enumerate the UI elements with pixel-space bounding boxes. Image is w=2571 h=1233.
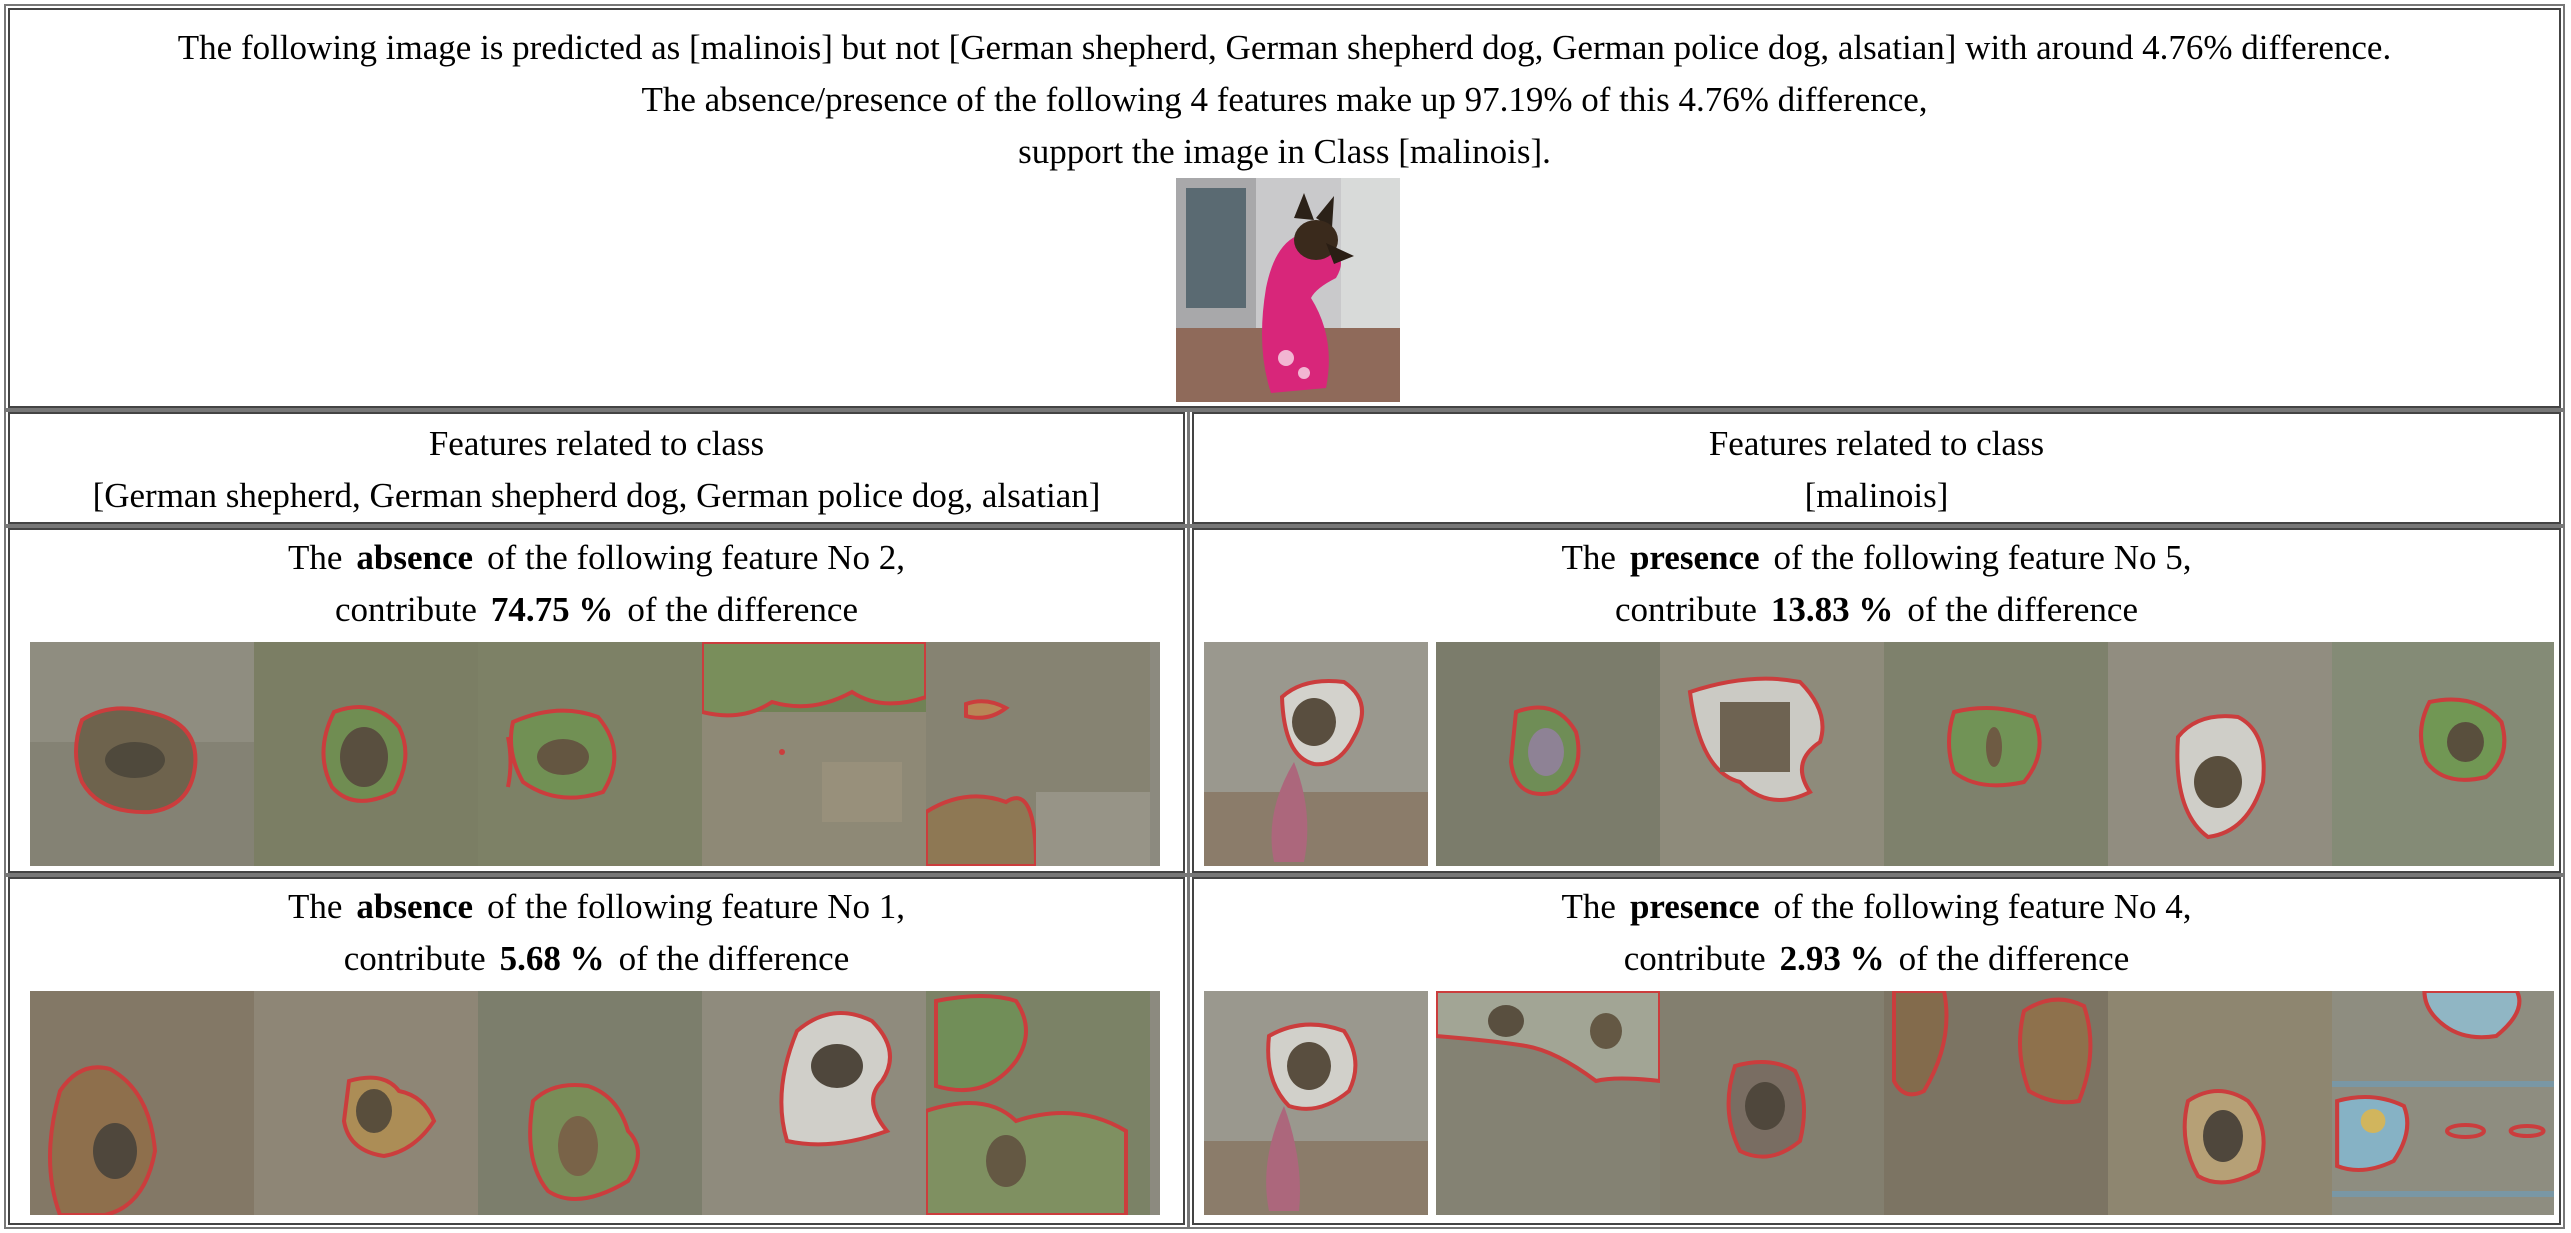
feature-thumbnail bbox=[2332, 642, 2554, 866]
feature-contribution: contribute 2.93 % of the difference bbox=[1623, 939, 2130, 978]
feature-thumbnail bbox=[478, 991, 702, 1215]
feature-thumbnail bbox=[478, 642, 702, 866]
feature-thumbnail bbox=[30, 991, 254, 1215]
right-column-title-line-1: Features related to class bbox=[1708, 424, 2045, 463]
left-column-header: Features related to class [German shephe… bbox=[4, 408, 1189, 528]
feature-image-strip bbox=[30, 642, 1160, 866]
feature-percent: 13.83 % bbox=[1770, 590, 1894, 629]
header-panel: The following image is predicted as [mal… bbox=[4, 4, 2565, 412]
feature-thumbnail bbox=[2108, 642, 2332, 866]
feature-thumbnail bbox=[1204, 642, 1428, 866]
feature-thumbnail bbox=[2332, 991, 2554, 1215]
feature-thumbnail bbox=[702, 642, 926, 866]
feature-contribution: contribute 74.75 % of the difference bbox=[334, 590, 859, 629]
left-column-title-line-1: Features related to class bbox=[428, 424, 765, 463]
feature-image-strip bbox=[1204, 642, 2554, 866]
feature-panel-left-bottom: The absence of the following feature No 1,… bbox=[4, 873, 1189, 1229]
feature-panel-right-bottom: The presence of the following feature No 4… bbox=[1188, 873, 2565, 1229]
feature-thumbnail bbox=[30, 642, 254, 866]
feature-thumbnail bbox=[1884, 991, 2108, 1215]
feature-thumbnail bbox=[1436, 991, 1660, 1215]
right-column-header: Features related to class [malinois] bbox=[1188, 408, 2565, 528]
feature-thumbnail bbox=[1660, 991, 1884, 1215]
feature-thumbnail bbox=[254, 642, 478, 866]
feature-caption: The presence of the following feature No 4… bbox=[1561, 887, 2192, 926]
feature-thumbnail bbox=[2108, 991, 2332, 1215]
query-image bbox=[1176, 178, 1400, 402]
feature-percent: 2.93 % bbox=[1779, 939, 1885, 978]
summary-line-2: The absence/presence of the following 4 … bbox=[641, 80, 1928, 119]
feature-kind: absence bbox=[356, 538, 474, 577]
summary-line-3: support the image in Class [malinois]. bbox=[1018, 132, 1551, 171]
feature-thumbnail bbox=[1436, 642, 1660, 866]
feature-panel-left-top: The absence of the following feature No 2,… bbox=[4, 524, 1189, 877]
feature-percent: 74.75 % bbox=[490, 590, 614, 629]
feature-caption: The absence of the following feature No 2, bbox=[287, 538, 905, 577]
feature-thumbnail bbox=[1660, 642, 1884, 866]
feature-image-strip bbox=[1204, 991, 2554, 1215]
feature-image-strip bbox=[30, 991, 1160, 1215]
feature-kind: presence bbox=[1629, 887, 1760, 926]
feature-caption: The presence of the following feature No 5… bbox=[1561, 538, 2192, 577]
feature-kind: presence bbox=[1629, 538, 1760, 577]
feature-thumbnail bbox=[1204, 991, 1428, 1215]
feature-panel-right-top: The presence of the following feature No 5… bbox=[1188, 524, 2565, 877]
feature-kind: absence bbox=[356, 887, 474, 926]
summary-line-1: The following image is predicted as [mal… bbox=[177, 28, 2392, 67]
feature-thumbnail bbox=[254, 991, 478, 1215]
feature-caption: The absence of the following feature No 1, bbox=[287, 887, 905, 926]
feature-contribution: contribute 5.68 % of the difference bbox=[343, 939, 850, 978]
right-column-title-line-2: [malinois] bbox=[1804, 476, 1949, 515]
left-column-title-line-2: [German shepherd, German shepherd dog, G… bbox=[92, 476, 1101, 515]
feature-thumbnail bbox=[926, 642, 1150, 866]
feature-thumbnail bbox=[1884, 642, 2108, 866]
feature-contribution: contribute 13.83 % of the difference bbox=[1614, 590, 2139, 629]
feature-thumbnail bbox=[702, 991, 926, 1215]
feature-percent: 5.68 % bbox=[499, 939, 605, 978]
feature-thumbnail bbox=[926, 991, 1150, 1215]
